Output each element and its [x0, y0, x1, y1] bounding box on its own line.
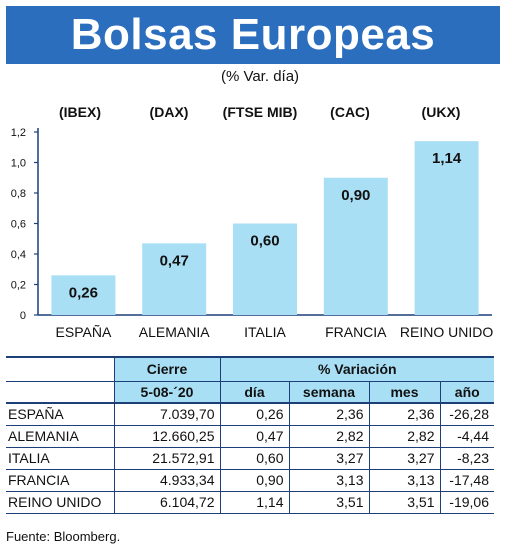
cell-country: REINO UNIDO: [6, 491, 115, 514]
cell-semana: 2,36: [289, 403, 370, 426]
bar-value-label: 1,14: [432, 150, 462, 167]
cell-mes: 2,82: [369, 425, 441, 448]
cell-country: FRANCIA: [6, 469, 115, 492]
cell-anio: -19,06: [440, 491, 494, 514]
bar-españa: [51, 275, 116, 315]
y-tick-label: 1,0: [11, 158, 26, 170]
cell-semana: 3,13: [289, 469, 370, 492]
cell-dia: 0,47: [220, 425, 290, 448]
source-note: Fuente: Bloomberg.: [6, 529, 121, 544]
x-tick-label: FRANCIA: [325, 324, 387, 340]
cell-anio: -8,23: [440, 447, 494, 470]
cell-semana: 3,27: [289, 447, 370, 470]
bar-chart: 0 0,2 0,4 0,6 0,8 1,0 1,2 0,26 ESPAÑA 0,47 ALEMANI…: [11, 127, 494, 340]
cell-cierre: 7.039,70: [114, 403, 221, 426]
y-tick-label: 0,4: [11, 249, 26, 261]
header-blank-sub: [6, 380, 115, 404]
bar-value-label: 0,90: [341, 187, 370, 204]
title-banner: Bolsas Europeas: [6, 6, 500, 64]
page-title: Bolsas Europeas: [70, 10, 436, 59]
cell-country: ALEMANIA: [6, 425, 115, 448]
subtitle: (% Var. día): [220, 68, 300, 85]
header-variacion: % Variación: [220, 356, 494, 381]
cell-cierre: 4.933,34: [114, 469, 221, 492]
bar-value-label: 0,47: [160, 252, 189, 269]
header-cierre: Cierre: [114, 356, 221, 381]
x-tick-label: REINO UNIDO: [400, 324, 493, 340]
header-dia: día: [220, 380, 290, 404]
header-anio: año: [440, 380, 494, 404]
y-tick-label: 0,8: [11, 188, 26, 200]
header-semana: semana: [289, 380, 370, 404]
header-blank: [6, 356, 115, 381]
x-tick-label: ALEMANIA: [139, 324, 210, 340]
bar-italia: [233, 223, 297, 315]
cell-semana: 2,82: [289, 425, 370, 448]
header-mes: mes: [369, 380, 441, 404]
table-row: ALEMANIA 12.660,25 0,47 2,82 2,82 -4,44: [6, 425, 494, 448]
cell-dia: 0,26: [220, 403, 290, 426]
cell-country: ESPAÑA: [6, 403, 115, 426]
cell-anio: -4,44: [440, 425, 494, 448]
cell-anio: -26,28: [440, 403, 494, 426]
cell-country: ITALIA: [6, 447, 115, 470]
data-table: Cierre % Variación 5-08-´20 día semana m…: [6, 356, 494, 514]
cell-cierre: 6.104,72: [114, 491, 221, 514]
cell-dia: 0,60: [220, 447, 290, 470]
bar-francia: [323, 177, 388, 315]
cell-mes: 3,13: [369, 469, 441, 492]
cell-dia: 1,14: [220, 491, 290, 514]
x-tick-label: ITALIA: [244, 324, 286, 340]
table-row: ESPAÑA 7.039,70 0,26 2,36 2,36 -26,28: [6, 403, 494, 426]
index-code-dax: (DAX): [149, 104, 189, 120]
index-code-ukx: (UKX): [421, 104, 461, 120]
cell-mes: 3,51: [369, 491, 441, 514]
y-tick-label: 0: [20, 310, 26, 322]
bar-alemania: [142, 243, 207, 315]
table-row: FRANCIA 4.933,34 0,90 3,13 3,13 -17,48: [6, 469, 494, 492]
bar-reino-unido: [414, 141, 479, 315]
index-code-cac: (CAC): [330, 104, 370, 120]
y-tick-label: 0,2: [11, 280, 26, 292]
x-tick-label: ESPAÑA: [56, 324, 112, 340]
cell-cierre: 21.572,91: [114, 447, 221, 470]
index-code-ftse-mib: (FTSE MIB): [222, 104, 298, 120]
y-tick-label: 0,6: [11, 219, 26, 231]
bar-value-label: 0,26: [69, 284, 98, 301]
bar-value-label: 0,60: [250, 233, 279, 250]
index-code-ibex: (IBEX): [59, 104, 101, 120]
cell-mes: 2,36: [369, 403, 441, 426]
cell-semana: 3,51: [289, 491, 370, 514]
cell-mes: 3,27: [369, 447, 441, 470]
y-tick-label: 1,2: [11, 127, 26, 139]
table-row: REINO UNIDO 6.104,72 1,14 3,51 3,51 -19,…: [6, 491, 494, 514]
cell-cierre: 12.660,25: [114, 425, 221, 448]
header-date: 5-08-´20: [114, 380, 221, 404]
cell-dia: 0,90: [220, 469, 290, 492]
cell-anio: -17,48: [440, 469, 494, 492]
table-row: ITALIA 21.572,91 0,60 3,27 3,27 -8,23: [6, 447, 494, 470]
